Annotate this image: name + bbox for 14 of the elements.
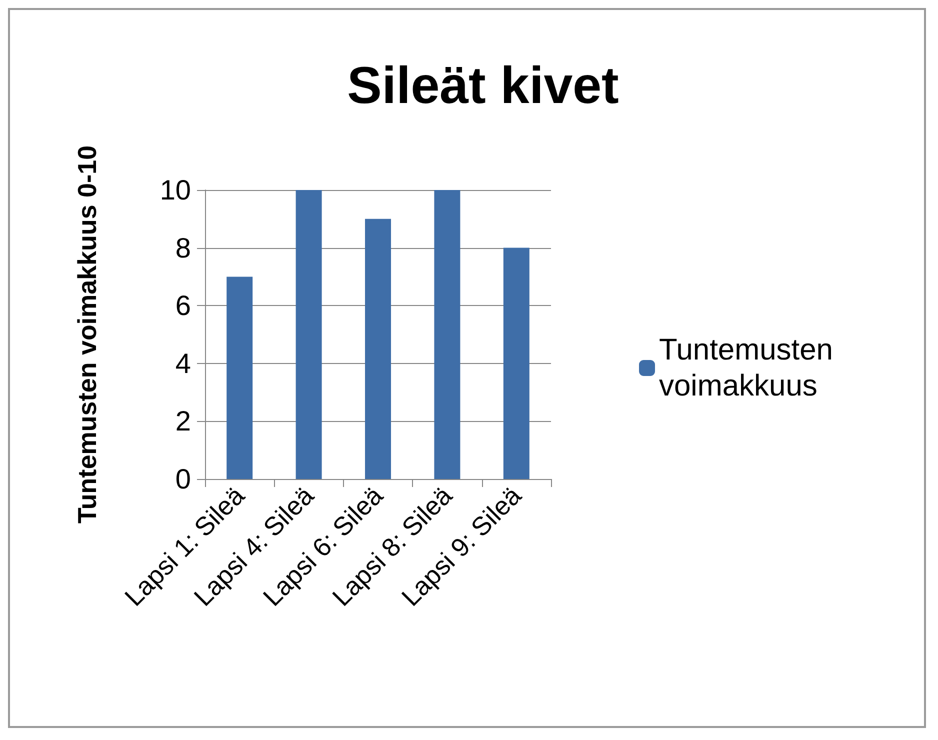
bar (226, 276, 253, 479)
chart-title: Sileät kivet (347, 57, 619, 115)
bar (296, 190, 322, 479)
legend-label: Tuntemusten voimakkuus (659, 334, 842, 402)
y-tick-label: 2 (175, 406, 191, 437)
y-axis-title: Tuntemusten voimakkuus 0-10 (72, 145, 102, 524)
bar (365, 218, 391, 479)
y-tick-label: 4 (175, 348, 191, 379)
bar (434, 190, 460, 479)
bar (503, 248, 530, 479)
y-tick-label: 10 (160, 174, 191, 206)
y-tick-label: 6 (175, 290, 191, 322)
y-tick-label: 0 (175, 464, 191, 494)
y-tick-label: 8 (175, 232, 191, 264)
